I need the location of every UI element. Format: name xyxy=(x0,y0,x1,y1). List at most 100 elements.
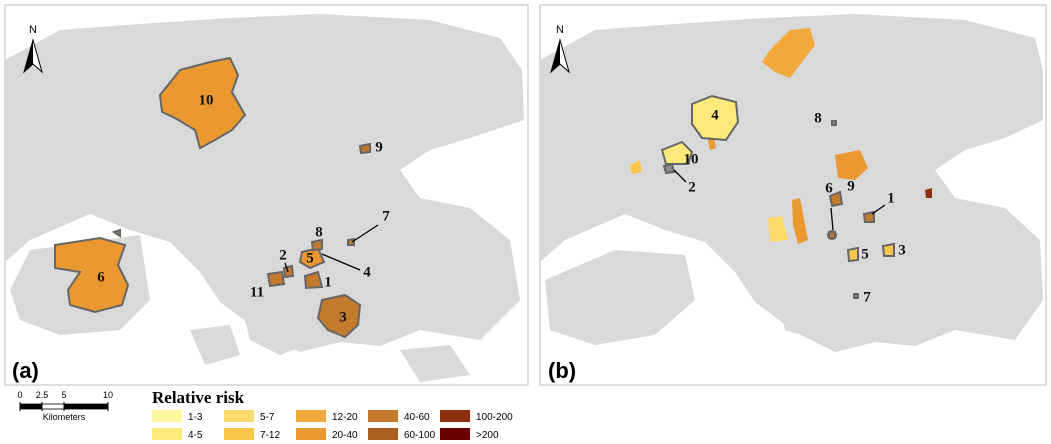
cluster-unlabeled xyxy=(792,198,808,244)
cluster xyxy=(316,293,362,339)
legend-label: 40-60 xyxy=(404,412,430,423)
cluster xyxy=(862,210,875,223)
cluster xyxy=(828,190,844,208)
cluster xyxy=(303,270,324,290)
cluster xyxy=(660,140,694,165)
legend-label: 7-12 xyxy=(260,430,280,441)
legend-label: 20-40 xyxy=(332,430,358,441)
legend-swatch xyxy=(296,410,326,422)
legend: Relative risk 1-3 4-5 5-7 7-12 12-20 20-40 40-… xyxy=(152,388,513,441)
cluster-label: 1 xyxy=(324,274,332,290)
cluster xyxy=(662,162,676,175)
cluster-unlabeled xyxy=(925,188,932,198)
cluster-label: 8 xyxy=(315,224,323,240)
panel-label: (a) xyxy=(12,358,39,383)
legend-swatch xyxy=(368,428,398,440)
scale-segment xyxy=(63,403,109,410)
cluster-labels: 10 9 6 2 11 5 8 1 3 7 4 xyxy=(97,92,390,325)
panel-b: 4 10 2 8 9 6 1 3 5 7 N (b) xyxy=(539,4,1047,386)
legend-swatch xyxy=(224,428,254,440)
legend-swatch xyxy=(152,410,182,422)
leader-line xyxy=(871,204,886,215)
cluster-label: 9 xyxy=(375,139,383,155)
scale-unit: Kilometers xyxy=(43,412,86,422)
cluster-label: 10 xyxy=(199,92,214,108)
cluster-label: 7 xyxy=(382,208,390,224)
legend-label: >200 xyxy=(476,430,499,441)
cluster-unlabeled xyxy=(768,216,788,242)
cluster xyxy=(853,293,859,299)
scale-tick-label: 0 xyxy=(17,390,22,400)
land xyxy=(540,14,1043,352)
cluster-unlabeled xyxy=(762,28,815,78)
cluster xyxy=(158,56,247,150)
cluster-label: 4 xyxy=(711,107,719,123)
legend-label: 5-7 xyxy=(260,412,275,423)
cluster-label: 10 xyxy=(684,151,699,167)
scale-tick-label: 5 xyxy=(61,390,66,400)
north-label: N xyxy=(556,24,564,36)
cluster-unlabeled xyxy=(630,160,642,174)
cluster-unlabeled xyxy=(708,138,716,150)
cluster-label: 2 xyxy=(279,247,287,263)
cluster xyxy=(828,231,836,239)
land-mass xyxy=(5,14,524,352)
legend-swatch xyxy=(296,428,326,440)
cluster xyxy=(831,120,837,126)
island xyxy=(190,325,240,365)
island xyxy=(545,250,695,345)
cluster xyxy=(691,94,740,142)
north-label: N xyxy=(29,24,37,36)
legend-label: 100-200 xyxy=(476,412,513,423)
legend-label: 4-5 xyxy=(188,430,203,441)
cluster-label: 7 xyxy=(863,289,871,305)
cluster xyxy=(846,246,859,263)
legend-swatch xyxy=(224,410,254,422)
cluster-label: 3 xyxy=(339,309,347,325)
cluster-label: 5 xyxy=(861,246,869,262)
cluster-label: 1 xyxy=(887,190,895,206)
legend-swatch xyxy=(368,410,398,422)
cluster-label: 6 xyxy=(825,180,833,196)
leader-line xyxy=(321,253,361,271)
north-arrow xyxy=(24,40,33,72)
scale-segment xyxy=(41,403,65,410)
cluster xyxy=(111,228,121,238)
cluster-label: 6 xyxy=(97,269,105,285)
leader-line xyxy=(673,169,687,183)
cluster xyxy=(358,142,371,155)
cluster xyxy=(266,270,286,288)
scale-tick-label: 10 xyxy=(103,390,113,400)
legend-title: Relative risk xyxy=(152,388,245,407)
cluster-labels: 4 10 2 8 9 6 1 3 5 7 xyxy=(684,107,906,305)
cluster-label: 4 xyxy=(363,264,371,280)
cluster-label: 5 xyxy=(306,250,314,266)
scale-bar: 0 2.5 5 10 Kilometers xyxy=(17,390,113,422)
island xyxy=(775,270,895,345)
clusters xyxy=(630,28,932,299)
leader-line xyxy=(351,224,379,243)
scale-tick-label: 2.5 xyxy=(36,390,49,400)
scale-segment xyxy=(19,403,43,410)
cluster-label: 8 xyxy=(814,110,822,126)
legend-label: 60-100 xyxy=(404,430,436,441)
panel-a: 10 9 6 2 11 5 8 1 3 7 4 N (a) xyxy=(4,4,529,386)
land-mass xyxy=(540,14,1043,352)
cluster-label: 3 xyxy=(898,242,906,258)
cluster xyxy=(347,237,355,246)
cluster xyxy=(54,236,130,314)
legend-swatch xyxy=(440,428,470,440)
panel-label: (b) xyxy=(548,358,576,383)
legend-label: 1-3 xyxy=(188,412,203,423)
cluster-label: 9 xyxy=(847,178,855,194)
cluster-label: 2 xyxy=(688,179,696,195)
legend-label: 12-20 xyxy=(332,412,358,423)
leader-line xyxy=(830,207,834,231)
cluster xyxy=(881,242,895,257)
leader-line xyxy=(284,262,289,273)
cluster-unlabeled xyxy=(835,150,868,180)
clusters xyxy=(54,56,379,339)
legend-swatch xyxy=(152,428,182,440)
cluster xyxy=(310,238,323,252)
island xyxy=(400,345,470,382)
